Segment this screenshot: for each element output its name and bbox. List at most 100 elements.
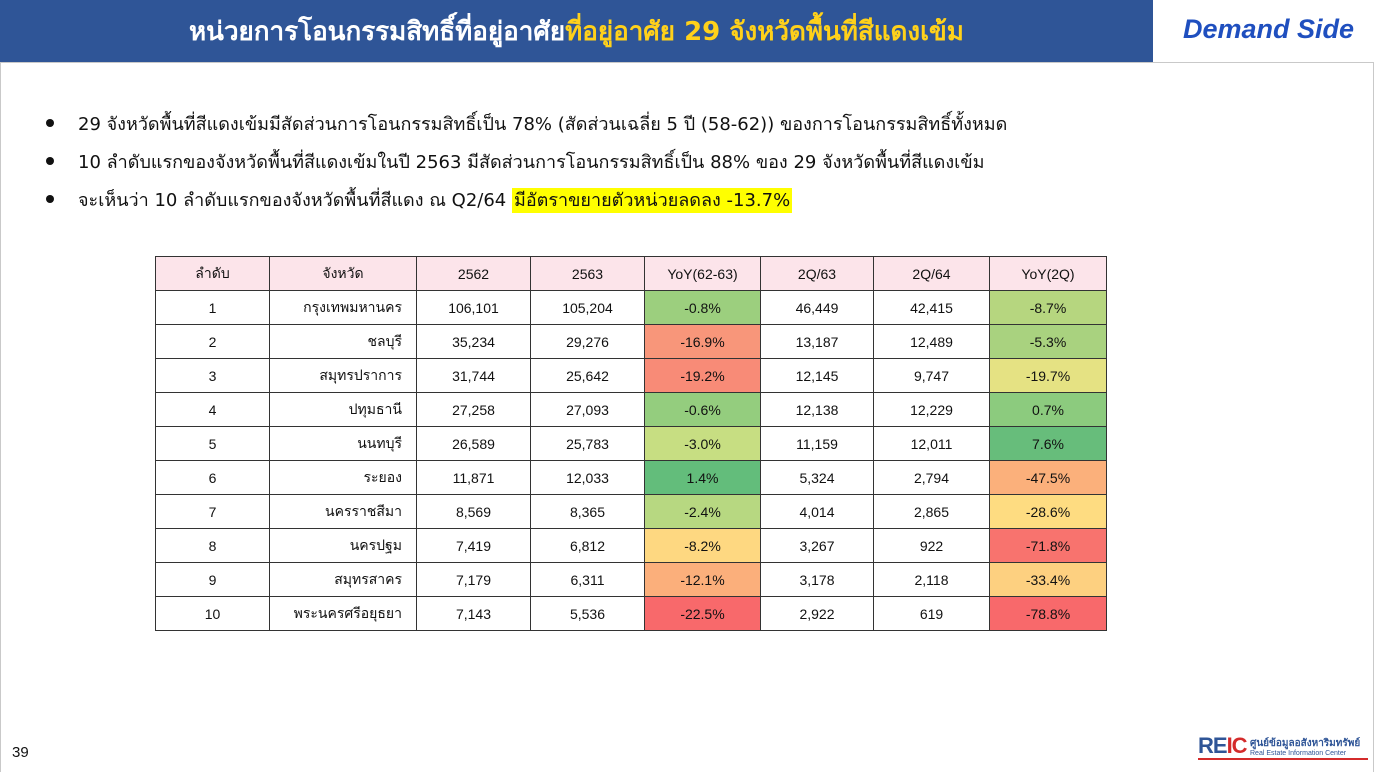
logo-english-name: Real Estate Information Center [1250,750,1347,757]
value-2563-cell: 8,365 [530,494,645,529]
logo-thai-name: ศูนย์ข้อมูลอสังหาริมทรัพย์ [1250,738,1361,749]
bullet-text-main: 29 จังหวัดพื้นที่สีแดงเข้มมีสัดส่วนการโอ… [78,113,1008,135]
value-2q64-cell: 12,489 [873,324,990,359]
value-2q63-cell: 4,014 [760,494,874,529]
header-2563: 2563 [530,256,645,291]
rank-cell: 4 [155,392,270,427]
value-2562-cell: 7,419 [416,528,531,563]
value-2q64-cell: 12,011 [873,426,990,461]
page-number: 39 [12,744,29,761]
value-2q64-cell: 2,865 [873,494,990,529]
header-2562: 2562 [416,256,531,291]
bullet-text-main: จะเห็นว่า 10 ลำดับแรกของจังหวัดพื้นที่สี… [78,189,512,211]
header-2q63: 2Q/63 [760,256,874,291]
value-2563-cell: 29,276 [530,324,645,359]
value-2563-cell: 27,093 [530,392,645,427]
province-cell: นครราชสีมา [269,494,417,529]
value-2562-cell: 31,744 [416,358,531,393]
value-2q64-cell: 9,747 [873,358,990,393]
yoy-2q-cell: 7.6% [989,426,1107,461]
table-row: 3 สมุทรปราการ 31,744 25,642 -19.2% 12,145 9,74… [155,358,1107,393]
rank-cell: 10 [155,596,270,631]
bullet-text: 29 จังหวัดพื้นที่สีแดงเข้มมีสัดส่วนการโอ… [78,109,1007,138]
yoy-62-63-cell: -2.4% [644,494,761,529]
value-2563-cell: 25,642 [530,358,645,393]
demand-side-label: Demand Side [1183,14,1355,44]
value-2q64-cell: 2,794 [873,460,990,495]
rank-cell: 9 [155,562,270,597]
logo-mark-blue: RE [1198,733,1228,758]
yoy-2q-cell: -5.3% [989,324,1107,359]
rank-cell: 3 [155,358,270,393]
rank-cell: 1 [155,290,270,325]
page-title: หน่วยการโอนกรรมสิทธิ์ที่อยู่อาศัย ที่อยู่… [0,0,1153,62]
table-row: 7 นครราชสีมา 8,569 8,365 -2.4% 4,014 2,865 -28.… [155,494,1107,529]
logo-underline [1198,758,1368,760]
value-2q63-cell: 3,267 [760,528,874,563]
yoy-62-63-cell: -3.0% [644,426,761,461]
logo-mark-red: IC [1226,733,1248,758]
header-yoy-2q: YoY(2Q) [989,256,1107,291]
value-2562-cell: 26,589 [416,426,531,461]
rank-cell: 6 [155,460,270,495]
yoy-62-63-cell: -19.2% [644,358,761,393]
province-cell: สมุทรปราการ [269,358,417,393]
value-2563-cell: 6,812 [530,528,645,563]
value-2q63-cell: 12,138 [760,392,874,427]
reic-logo: REIC ศูนย์ข้อมูลอสังหาริมทรัพย์ Real Est… [1198,730,1370,762]
yoy-62-63-cell: -8.2% [644,528,761,563]
province-cell: นครปฐม [269,528,417,563]
header-rank: ลำดับ [155,256,270,291]
value-2q63-cell: 5,324 [760,460,874,495]
value-2q64-cell: 922 [873,528,990,563]
yoy-62-63-cell: -0.8% [644,290,761,325]
province-cell: ชลบุรี [269,324,417,359]
value-2562-cell: 106,101 [416,290,531,325]
header-province: จังหวัด [269,256,417,291]
yoy-2q-cell: -19.7% [989,358,1107,393]
table-row: 6 ระยอง 11,871 12,033 1.4% 5,324 2,794 -47.5% [155,460,1107,495]
bullet-item: 29 จังหวัดพื้นที่สีแดงเข้มมีสัดส่วนการโอ… [40,104,1007,142]
value-2562-cell: 7,179 [416,562,531,597]
province-cell: กรุงเทพมหานคร [269,290,417,325]
value-2562-cell: 7,143 [416,596,531,631]
table-body: 1 กรุงเทพมหานคร 106,101 105,204 -0.8% 46,449 4… [155,290,1107,631]
table-row: 9 สมุทรสาคร 7,179 6,311 -12.1% 3,178 2,118 -33.… [155,562,1107,597]
value-2q64-cell: 42,415 [873,290,990,325]
value-2562-cell: 35,234 [416,324,531,359]
yoy-2q-cell: -78.8% [989,596,1107,631]
table-row: 8 นครปฐม 7,419 6,812 -8.2% 3,267 922 -71.8% [155,528,1107,563]
rank-cell: 7 [155,494,270,529]
value-2q63-cell: 2,922 [760,596,874,631]
value-2562-cell: 8,569 [416,494,531,529]
value-2563-cell: 5,536 [530,596,645,631]
rank-cell: 2 [155,324,270,359]
value-2q63-cell: 13,187 [760,324,874,359]
province-cell: ระยอง [269,460,417,495]
value-2563-cell: 25,783 [530,426,645,461]
value-2q64-cell: 619 [873,596,990,631]
value-2563-cell: 105,204 [530,290,645,325]
bullet-item: จะเห็นว่า 10 ลำดับแรกของจังหวัดพื้นที่สี… [40,180,1007,218]
table-row: 5 นนทบุรี 26,589 25,783 -3.0% 11,159 12,011 7.6… [155,426,1107,461]
table-row: 2 ชลบุรี 35,234 29,276 -16.9% 13,187 12,489 -5.… [155,324,1107,359]
header-divider [0,62,1374,63]
table-row: 1 กรุงเทพมหานคร 106,101 105,204 -0.8% 46,449 4… [155,290,1107,325]
reic-logo-mark: REIC [1198,733,1248,759]
slide-left-border [0,62,1,772]
bullet-list: 29 จังหวัดพื้นที่สีแดงเข้มมีสัดส่วนการโอ… [40,104,1007,218]
bullet-text-main: 10 ลำดับแรกของจังหวัดพื้นที่สีแดงเข้มในป… [78,151,985,173]
table-header-row: ลำดับ จังหวัด 2562 2563 YoY(62-63) 2Q/63 2Q/64… [155,256,1107,291]
rank-cell: 5 [155,426,270,461]
province-cell: สมุทรสาคร [269,562,417,597]
page-title-highlight: ที่อยู่อาศัย 29 จังหวัดพื้นที่สีแดงเข้ม [565,16,964,47]
yoy-2q-cell: -47.5% [989,460,1107,495]
rank-cell: 8 [155,528,270,563]
table-row: 10 พระนครศรีอยุธยา 7,143 5,536 -22.5% 2,922 61… [155,596,1107,631]
value-2562-cell: 27,258 [416,392,531,427]
value-2q64-cell: 12,229 [873,392,990,427]
bullet-text: 10 ลำดับแรกของจังหวัดพื้นที่สีแดงเข้มในป… [78,147,985,176]
header-2q64: 2Q/64 [873,256,990,291]
header-yoy-62-63: YoY(62-63) [644,256,761,291]
value-2q64-cell: 2,118 [873,562,990,597]
